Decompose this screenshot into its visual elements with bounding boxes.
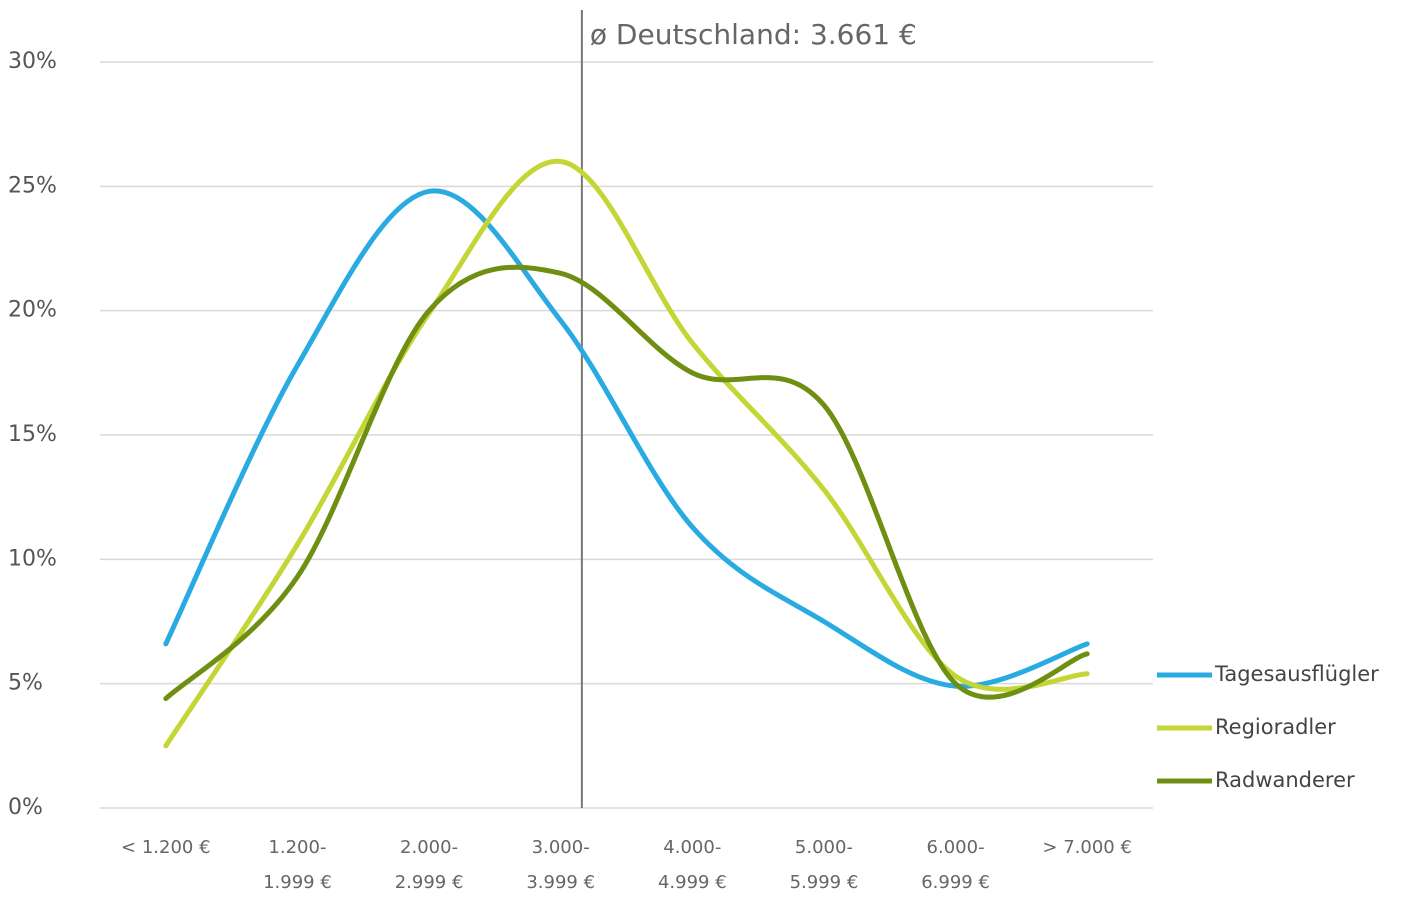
series-line	[163, 188, 1090, 689]
legend-label: Regioradler	[1215, 715, 1336, 739]
x-tick-label: 5.000-5.999 €	[790, 837, 859, 893]
x-tick-label: > 7.000 €	[1042, 837, 1132, 858]
series-line	[163, 264, 1090, 702]
y-tick-label: 15%	[8, 422, 57, 447]
y-tick-label: 20%	[8, 298, 57, 323]
y-tick-label: 30%	[8, 49, 57, 74]
x-tick-label: < 1.200 €	[121, 837, 211, 858]
x-tick-label: 1.200-1.999 €	[263, 837, 332, 893]
y-tick-label: 0%	[8, 795, 43, 820]
x-tick-label: 2.000-2.999 €	[395, 837, 464, 893]
x-tick-label: 6.000-6.999 €	[921, 837, 990, 893]
x-tick-label: 3.000-3.999 €	[526, 837, 595, 893]
series-line	[163, 158, 1090, 749]
legend-label: Tagesausflügler	[1214, 662, 1379, 686]
x-tick-label: 4.000-4.999 €	[658, 837, 727, 893]
y-tick-label: 25%	[8, 173, 57, 198]
y-tick-label: 10%	[8, 546, 57, 571]
y-tick-label: 5%	[8, 671, 43, 696]
reference-label: ø Deutschland: 3.661 €	[590, 18, 917, 51]
legend-label: Radwanderer	[1215, 768, 1355, 792]
